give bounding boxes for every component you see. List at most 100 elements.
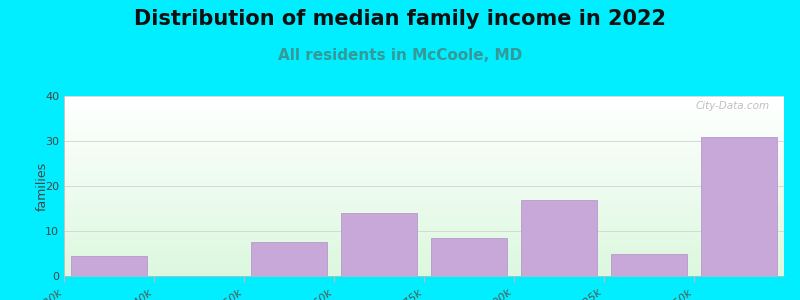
Bar bbox=[64, 200, 784, 201]
Bar bbox=[64, 242, 784, 243]
Bar bbox=[430, 238, 507, 276]
Bar bbox=[64, 131, 784, 132]
Bar bbox=[70, 256, 147, 276]
Bar bbox=[64, 235, 784, 236]
Bar bbox=[64, 247, 784, 248]
Bar bbox=[64, 100, 784, 101]
Bar bbox=[64, 152, 784, 153]
Bar bbox=[64, 115, 784, 116]
Bar bbox=[64, 240, 784, 241]
Bar bbox=[341, 213, 418, 276]
Bar bbox=[64, 148, 784, 149]
Bar bbox=[64, 273, 784, 274]
Bar bbox=[64, 102, 784, 103]
Bar bbox=[64, 110, 784, 111]
Bar bbox=[64, 191, 784, 192]
Bar bbox=[64, 173, 784, 174]
Bar bbox=[64, 140, 784, 141]
Bar bbox=[64, 229, 784, 230]
Bar bbox=[64, 208, 784, 209]
Bar bbox=[64, 138, 784, 139]
Bar bbox=[64, 223, 784, 224]
Bar bbox=[64, 197, 784, 198]
Bar bbox=[64, 211, 784, 212]
Bar bbox=[64, 143, 784, 144]
Bar bbox=[64, 147, 784, 148]
Bar bbox=[64, 234, 784, 235]
Bar bbox=[64, 119, 784, 120]
Bar bbox=[64, 193, 784, 194]
Bar bbox=[610, 254, 687, 276]
Bar bbox=[64, 219, 784, 220]
Bar bbox=[64, 248, 784, 249]
Bar bbox=[64, 98, 784, 99]
Bar bbox=[64, 217, 784, 218]
Bar bbox=[64, 245, 784, 246]
Text: City-Data.com: City-Data.com bbox=[695, 101, 770, 111]
Bar bbox=[64, 137, 784, 138]
Bar bbox=[64, 127, 784, 128]
Bar bbox=[64, 261, 784, 262]
Bar bbox=[64, 111, 784, 112]
Bar bbox=[64, 130, 784, 131]
Bar bbox=[64, 112, 784, 113]
Bar bbox=[64, 117, 784, 118]
Bar bbox=[64, 141, 784, 142]
Bar bbox=[64, 163, 784, 164]
Bar bbox=[64, 176, 784, 177]
Bar bbox=[64, 134, 784, 135]
Bar bbox=[64, 167, 784, 168]
Bar bbox=[64, 250, 784, 251]
Bar bbox=[64, 182, 784, 183]
Bar bbox=[64, 220, 784, 221]
Text: Distribution of median family income in 2022: Distribution of median family income in … bbox=[134, 9, 666, 29]
Bar bbox=[701, 136, 778, 276]
Bar bbox=[64, 170, 784, 171]
Bar bbox=[64, 262, 784, 263]
Bar bbox=[64, 101, 784, 102]
Bar bbox=[64, 124, 784, 125]
Bar bbox=[64, 136, 784, 137]
Bar bbox=[64, 158, 784, 159]
Bar bbox=[250, 242, 327, 276]
Bar bbox=[64, 155, 784, 156]
Bar bbox=[64, 236, 784, 237]
Bar bbox=[64, 122, 784, 123]
Bar bbox=[64, 165, 784, 166]
Bar bbox=[64, 264, 784, 265]
Bar bbox=[64, 192, 784, 193]
Bar bbox=[64, 238, 784, 239]
Bar bbox=[64, 183, 784, 184]
Bar bbox=[64, 258, 784, 259]
Bar bbox=[64, 205, 784, 206]
Bar bbox=[64, 251, 784, 252]
Bar bbox=[64, 186, 784, 187]
Bar bbox=[64, 190, 784, 191]
Bar bbox=[64, 253, 784, 254]
Bar bbox=[64, 228, 784, 229]
Text: All residents in McCoole, MD: All residents in McCoole, MD bbox=[278, 48, 522, 63]
Bar bbox=[64, 274, 784, 275]
Bar bbox=[64, 216, 784, 217]
Bar bbox=[64, 222, 784, 223]
Bar bbox=[64, 172, 784, 173]
Bar bbox=[64, 196, 784, 197]
Bar bbox=[64, 168, 784, 169]
Bar bbox=[64, 157, 784, 158]
Bar bbox=[64, 116, 784, 117]
Bar bbox=[64, 144, 784, 145]
Bar bbox=[521, 200, 598, 276]
Y-axis label: families: families bbox=[36, 161, 49, 211]
Bar bbox=[64, 118, 784, 119]
Bar bbox=[64, 126, 784, 127]
Bar bbox=[64, 177, 784, 178]
Bar bbox=[64, 226, 784, 227]
Bar bbox=[64, 207, 784, 208]
Bar bbox=[64, 239, 784, 240]
Bar bbox=[64, 179, 784, 180]
Bar bbox=[64, 232, 784, 233]
Bar bbox=[64, 266, 784, 267]
Bar bbox=[64, 114, 784, 115]
Bar bbox=[64, 271, 784, 272]
Bar bbox=[64, 198, 784, 199]
